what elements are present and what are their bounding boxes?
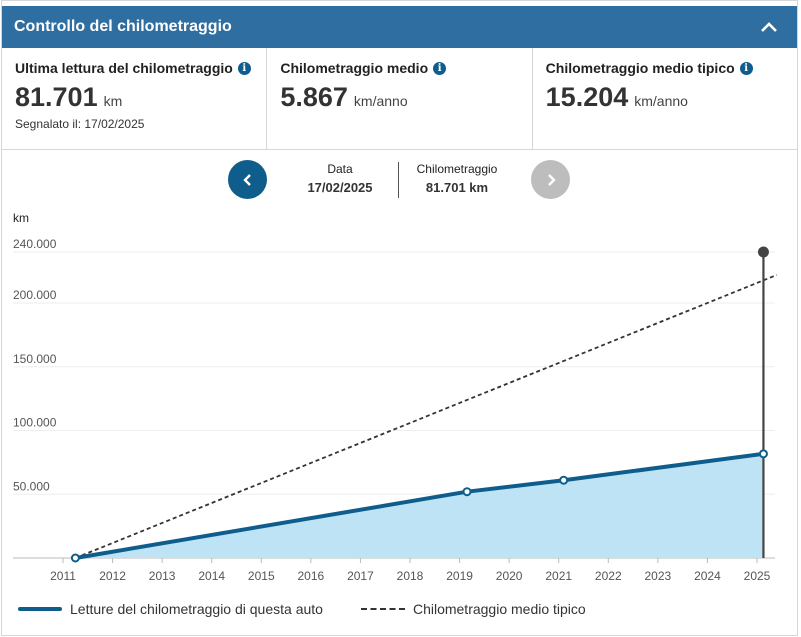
info-icon[interactable]: i (433, 61, 447, 75)
y-tick-label: 150.000 (13, 352, 57, 366)
date-label: Data (327, 162, 353, 176)
card-title: Controllo del chilometraggio (14, 18, 232, 35)
data-point (462, 487, 472, 497)
x-tick-label: 2021 (545, 569, 572, 583)
stat-unit: km (103, 93, 123, 109)
x-tick-label: 2024 (694, 569, 721, 583)
nav-divider (398, 162, 399, 198)
area-this-car (75, 453, 764, 558)
x-tick-label: 2019 (446, 569, 473, 583)
previous-reading-button[interactable] (228, 160, 267, 199)
next-reading-button[interactable] (531, 160, 570, 199)
x-tick-label: 2015 (248, 569, 275, 583)
y-tick-label: 100.000 (13, 416, 57, 430)
x-tick-label: 2016 (298, 569, 325, 583)
x-tick-label: 2022 (595, 569, 622, 583)
y-tick-label: 240.000 (13, 237, 57, 251)
x-tick-label: 2013 (149, 569, 176, 583)
x-tick-label: 2012 (99, 569, 126, 583)
reported-date: Segnalato il: 17/02/2025 (15, 117, 145, 131)
stat-value: 81.701 (15, 82, 98, 112)
chart-legend: Letture del chilometraggio di questa aut… (18, 601, 610, 617)
stats-row: Ultima lettura del chilometraggio i 81.7… (2, 48, 797, 150)
info-icon[interactable]: i (237, 61, 251, 75)
selected-marker-handle (757, 246, 769, 258)
y-tick-label: 200.000 (13, 288, 57, 302)
reading-navigator: Data 17/02/2025 Chilometraggio 81.701 km (228, 158, 570, 202)
chevron-up-icon[interactable] (757, 15, 781, 39)
stat-label: Chilometraggio medio tipico (545, 60, 735, 76)
chevron-right-icon (547, 173, 556, 186)
data-point (70, 553, 80, 563)
x-tick-label: 2020 (496, 569, 523, 583)
legend-dashed-swatch (360, 608, 405, 610)
y-axis-label: km (13, 211, 29, 225)
x-tick-label: 2018 (397, 569, 424, 583)
x-tick-label: 2011 (50, 569, 76, 583)
legend-solid-swatch (18, 607, 62, 611)
info-icon[interactable]: i (739, 61, 753, 75)
data-point (559, 475, 569, 485)
series-line-this-car (75, 451, 764, 560)
card-header[interactable]: Controllo del chilometraggio (2, 6, 797, 48)
stat-label: Ultima lettura del chilometraggio (15, 60, 233, 76)
legend-label: Letture del chilometraggio di questa aut… (70, 601, 323, 617)
mileage-column: Chilometraggio 81.701 km (406, 162, 508, 195)
date-value: 17/02/2025 (307, 180, 373, 195)
stat-unit: km/anno (634, 93, 688, 109)
chevron-left-icon (242, 173, 251, 186)
x-tick-label: 2023 (645, 569, 672, 583)
stat-unit: km/anno (353, 93, 408, 109)
stat-label: Chilometraggio medio (280, 60, 429, 76)
legend-label: Chilometraggio medio tipico (412, 601, 586, 617)
x-tick-label: 2017 (347, 569, 374, 583)
legend-this-car: Letture del chilometraggio di questa aut… (18, 601, 323, 617)
series-line-typical (75, 274, 778, 559)
data-point (758, 449, 768, 459)
stat-average-mileage: Chilometraggio medio i 5.867 km/anno (267, 48, 533, 149)
stat-typical-mileage: Chilometraggio medio tipico i 15.204 km/… (533, 48, 797, 149)
x-tick-label: 2025 (744, 569, 771, 583)
y-tick-label: 50.000 (13, 479, 50, 493)
mileage-value: 81.701 km (425, 180, 489, 195)
date-column: Data 17/02/2025 (290, 162, 390, 195)
legend-typical: Chilometraggio medio tipico (347, 601, 586, 617)
stat-value: 15.204 (545, 82, 629, 112)
stat-last-reading: Ultima lettura del chilometraggio i 81.7… (2, 48, 268, 149)
x-tick-label: 2014 (198, 569, 225, 583)
stat-value: 5.867 (280, 82, 348, 112)
mileage-label: Chilometraggio (416, 162, 498, 176)
